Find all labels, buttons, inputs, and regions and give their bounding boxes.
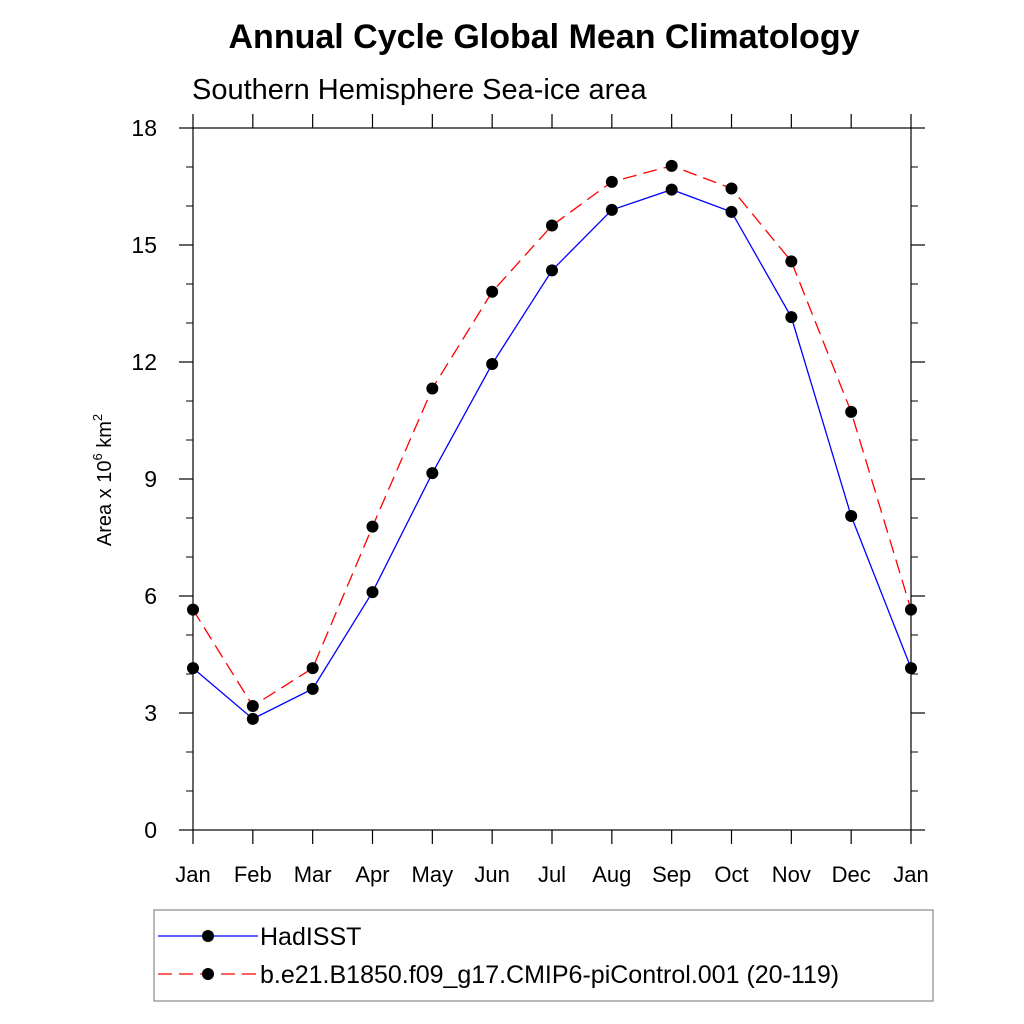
data-point — [546, 264, 558, 277]
x-tick-label: Jul — [538, 862, 566, 887]
x-tick-label: May — [412, 862, 454, 887]
plot-frame — [192, 127, 912, 831]
axes: 0 3 6 9 12 15 18 Jan Feb Mar Apr May Jun Jul Aug Sep Oct… — [131, 114, 929, 887]
data-point — [725, 182, 738, 195]
y-axis-label-exponent-2: 2 — [90, 414, 105, 421]
data-point — [605, 175, 618, 188]
data-point — [785, 311, 798, 324]
data-point — [905, 603, 917, 616]
legend-marker — [202, 968, 214, 980]
data-point — [426, 467, 439, 480]
x-tick-label: Dec — [832, 862, 871, 887]
data-point — [306, 662, 319, 675]
data-point — [486, 285, 499, 298]
legend-marker — [202, 930, 214, 942]
y-tick-label: 12 — [131, 349, 157, 375]
chart-title: Annual Cycle Global Mean Climatology — [229, 18, 860, 56]
data-point — [665, 183, 678, 196]
data-point — [187, 662, 199, 675]
svg-text:Area x 106 km2: Area x 106 km2 — [90, 414, 116, 546]
data-point — [366, 586, 379, 599]
x-tick-label: Apr — [355, 862, 389, 887]
data-point — [366, 520, 379, 533]
y-tick-label: 0 — [144, 817, 157, 843]
legend-box — [153, 909, 934, 1002]
data-point — [605, 203, 618, 216]
y-tick-label: 3 — [144, 700, 157, 726]
data-point — [486, 357, 499, 370]
x-tick-label: Sep — [652, 862, 691, 887]
y-axis-label: Area x 106 km2 — [90, 414, 116, 546]
data-point — [306, 682, 319, 695]
y-tick-label: 18 — [131, 115, 157, 141]
legend-label: b.e21.B1850.f09_g17.CMIP6-piControl.001 … — [260, 961, 839, 989]
x-tick-label: Mar — [294, 862, 332, 887]
y-axis-label-exponent-1: 6 — [90, 453, 105, 460]
data-point — [845, 510, 858, 523]
data-point — [546, 219, 558, 232]
x-tick-label: Nov — [772, 862, 811, 887]
data-point — [785, 255, 798, 268]
x-tick-label: Feb — [234, 862, 272, 887]
y-axis-label-unit: km — [94, 421, 116, 453]
data-point — [845, 405, 858, 418]
legend-label: HadISST — [260, 923, 361, 951]
x-tick-label: Aug — [592, 862, 631, 887]
data-point — [725, 205, 738, 218]
data-point — [187, 603, 199, 616]
y-tick-label: 9 — [144, 466, 157, 492]
y-tick-label: 15 — [131, 232, 157, 258]
y-axis-label-prefix: Area x 10 — [94, 461, 116, 547]
x-tick-label: Jan — [175, 862, 210, 887]
x-tick-label: Jun — [474, 862, 509, 887]
data-point — [905, 662, 917, 675]
series-line — [192, 165, 912, 707]
y-tick-label: 6 — [144, 583, 157, 609]
x-tick-label: Oct — [714, 862, 748, 887]
data-point — [246, 712, 259, 725]
chart-subtitle: Southern Hemisphere Sea-ice area — [192, 74, 647, 106]
data-point — [665, 159, 678, 172]
data-point — [426, 382, 439, 395]
legend: HadISST b.e21.B1850.f09_g17.CMIP6-piContr… — [153, 909, 934, 1002]
data-point — [246, 699, 259, 712]
series-layer — [187, 159, 917, 725]
x-tick-label: Jan — [893, 862, 928, 887]
